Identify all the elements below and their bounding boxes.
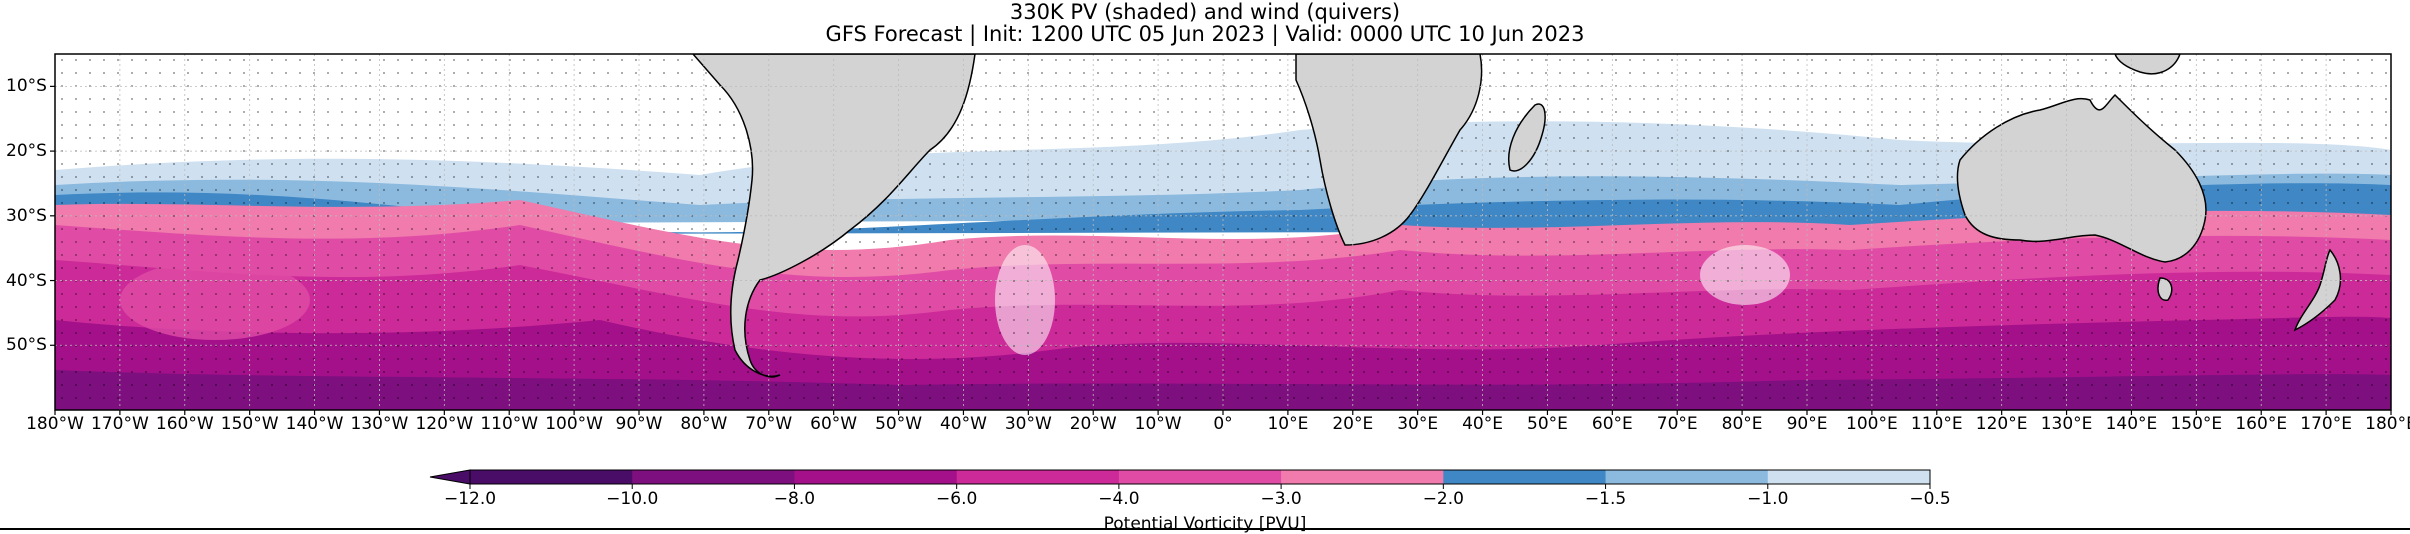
lon-tick-label: 170°W — [90, 414, 149, 434]
lon-tick-label: 50°E — [1527, 414, 1568, 434]
lon-tick-label: 60°W — [810, 414, 858, 434]
land-africa — [1295, 54, 1483, 246]
colorbar-segment — [1767, 470, 1931, 484]
lon-tick-label: 160°E — [2235, 414, 2288, 434]
land-tasmania — [2157, 277, 2173, 301]
bottom-border — [0, 528, 2410, 530]
land-new-guinea — [2114, 54, 2181, 75]
lon-tick-label: 70°E — [1656, 414, 1698, 434]
lon-tick-label: 50°W — [875, 414, 923, 434]
lon-tick-label: 20°W — [1069, 414, 1117, 434]
map-area — [55, 54, 2391, 410]
lat-tick-label: 10°S — [6, 76, 47, 97]
lon-tick-label: 80°W — [680, 414, 728, 434]
land-new-zealand — [2293, 248, 2342, 332]
lon-tick-label: 10°E — [1267, 414, 1309, 434]
lon-tick-label: 140°E — [2105, 414, 2158, 434]
colorbar-segment — [470, 470, 633, 484]
gridlines — [54, 54, 2392, 410]
colorbar-tick-label: −8.0 — [773, 489, 816, 509]
lon-tick-label: 110°W — [480, 414, 539, 434]
colorbar-segment — [956, 470, 1120, 484]
colorbar-tick-label: −1.5 — [1584, 489, 1627, 509]
lon-tick-label: 150°W — [220, 414, 279, 434]
colorbar-tick-label: −2.0 — [1422, 489, 1464, 509]
lon-tick-label: 180°W — [26, 414, 84, 434]
lon-tick-label: 0° — [1213, 414, 1233, 434]
lon-tick-label: 160°W — [155, 414, 214, 434]
lon-tick-label: 20°E — [1332, 414, 1374, 434]
lat-tick-label: 30°S — [6, 205, 47, 226]
colorbar-tick-label: −12.0 — [443, 489, 497, 509]
lon-tick-label: 80°E — [1721, 414, 1763, 434]
lon-tick-label: 130°E — [2040, 414, 2093, 434]
colorbar-tick-label: −0.5 — [1909, 489, 1951, 509]
axis-ticks — [50, 85, 2392, 415]
land-australia — [1956, 93, 2207, 263]
colorbar-segment — [632, 470, 795, 484]
lon-tick-label: 10°W — [1134, 414, 1182, 434]
colorbar-segment — [1443, 470, 1607, 484]
lon-tick-label: 60°E — [1591, 414, 1633, 434]
lat-tick-label: 40°S — [6, 270, 47, 291]
colorbar-segment — [1281, 470, 1444, 484]
lon-tick-label: 30°W — [1004, 414, 1052, 434]
lon-tick-label: 40°W — [939, 414, 987, 434]
lon-tick-label: 100°E — [1846, 414, 1898, 434]
colorbar-segment — [794, 470, 958, 484]
colorbar-tick-label: −6.0 — [936, 489, 978, 509]
colorbar-segment — [1118, 470, 1282, 484]
colorbar-frame — [469, 469, 1931, 485]
lon-tick-label: 90°W — [615, 414, 663, 434]
lon-tick-label: 150°E — [2170, 414, 2223, 434]
colorbar-tick-label: −3.0 — [1260, 489, 1302, 509]
colorbar-label: Potential Vorticity [PVU] — [1103, 514, 1307, 534]
colorbar-segment — [1605, 470, 1769, 484]
lon-tick-label: 180°E — [2365, 414, 2410, 434]
lon-tick-label: 170°E — [2300, 414, 2352, 434]
lon-tick-label: 120°W — [415, 414, 474, 434]
lat-tick-label: 20°S — [6, 141, 47, 162]
lon-tick-label: 100°W — [545, 414, 603, 434]
lon-tick-label: 30°E — [1397, 414, 1439, 434]
lon-tick-label: 70°W — [745, 414, 793, 434]
colorbar-tick-label: −1.0 — [1747, 489, 1789, 509]
colorbar-tick-label: −10.0 — [606, 489, 659, 509]
lon-tick-label: 110°E — [1910, 414, 1963, 434]
lon-tick-label: 130°W — [350, 414, 409, 434]
colorbar-tick-label: −4.0 — [1098, 489, 1140, 509]
colorbar — [429, 469, 1931, 489]
title-line-2: GFS Forecast | Init: 1200 UTC 05 Jun 202… — [825, 22, 1585, 46]
lon-tick-label: 140°W — [285, 414, 344, 434]
colorbar-extend-min — [429, 469, 471, 485]
lat-tick-label: 50°S — [6, 335, 47, 356]
lon-tick-label: 120°E — [1975, 414, 2028, 434]
lon-tick-label: 90°E — [1786, 414, 1828, 434]
title-line-1: 330K PV (shaded) and wind (quivers) — [1009, 0, 1401, 24]
land-madagascar — [1508, 103, 1546, 172]
lon-tick-label: 40°E — [1462, 414, 1503, 434]
